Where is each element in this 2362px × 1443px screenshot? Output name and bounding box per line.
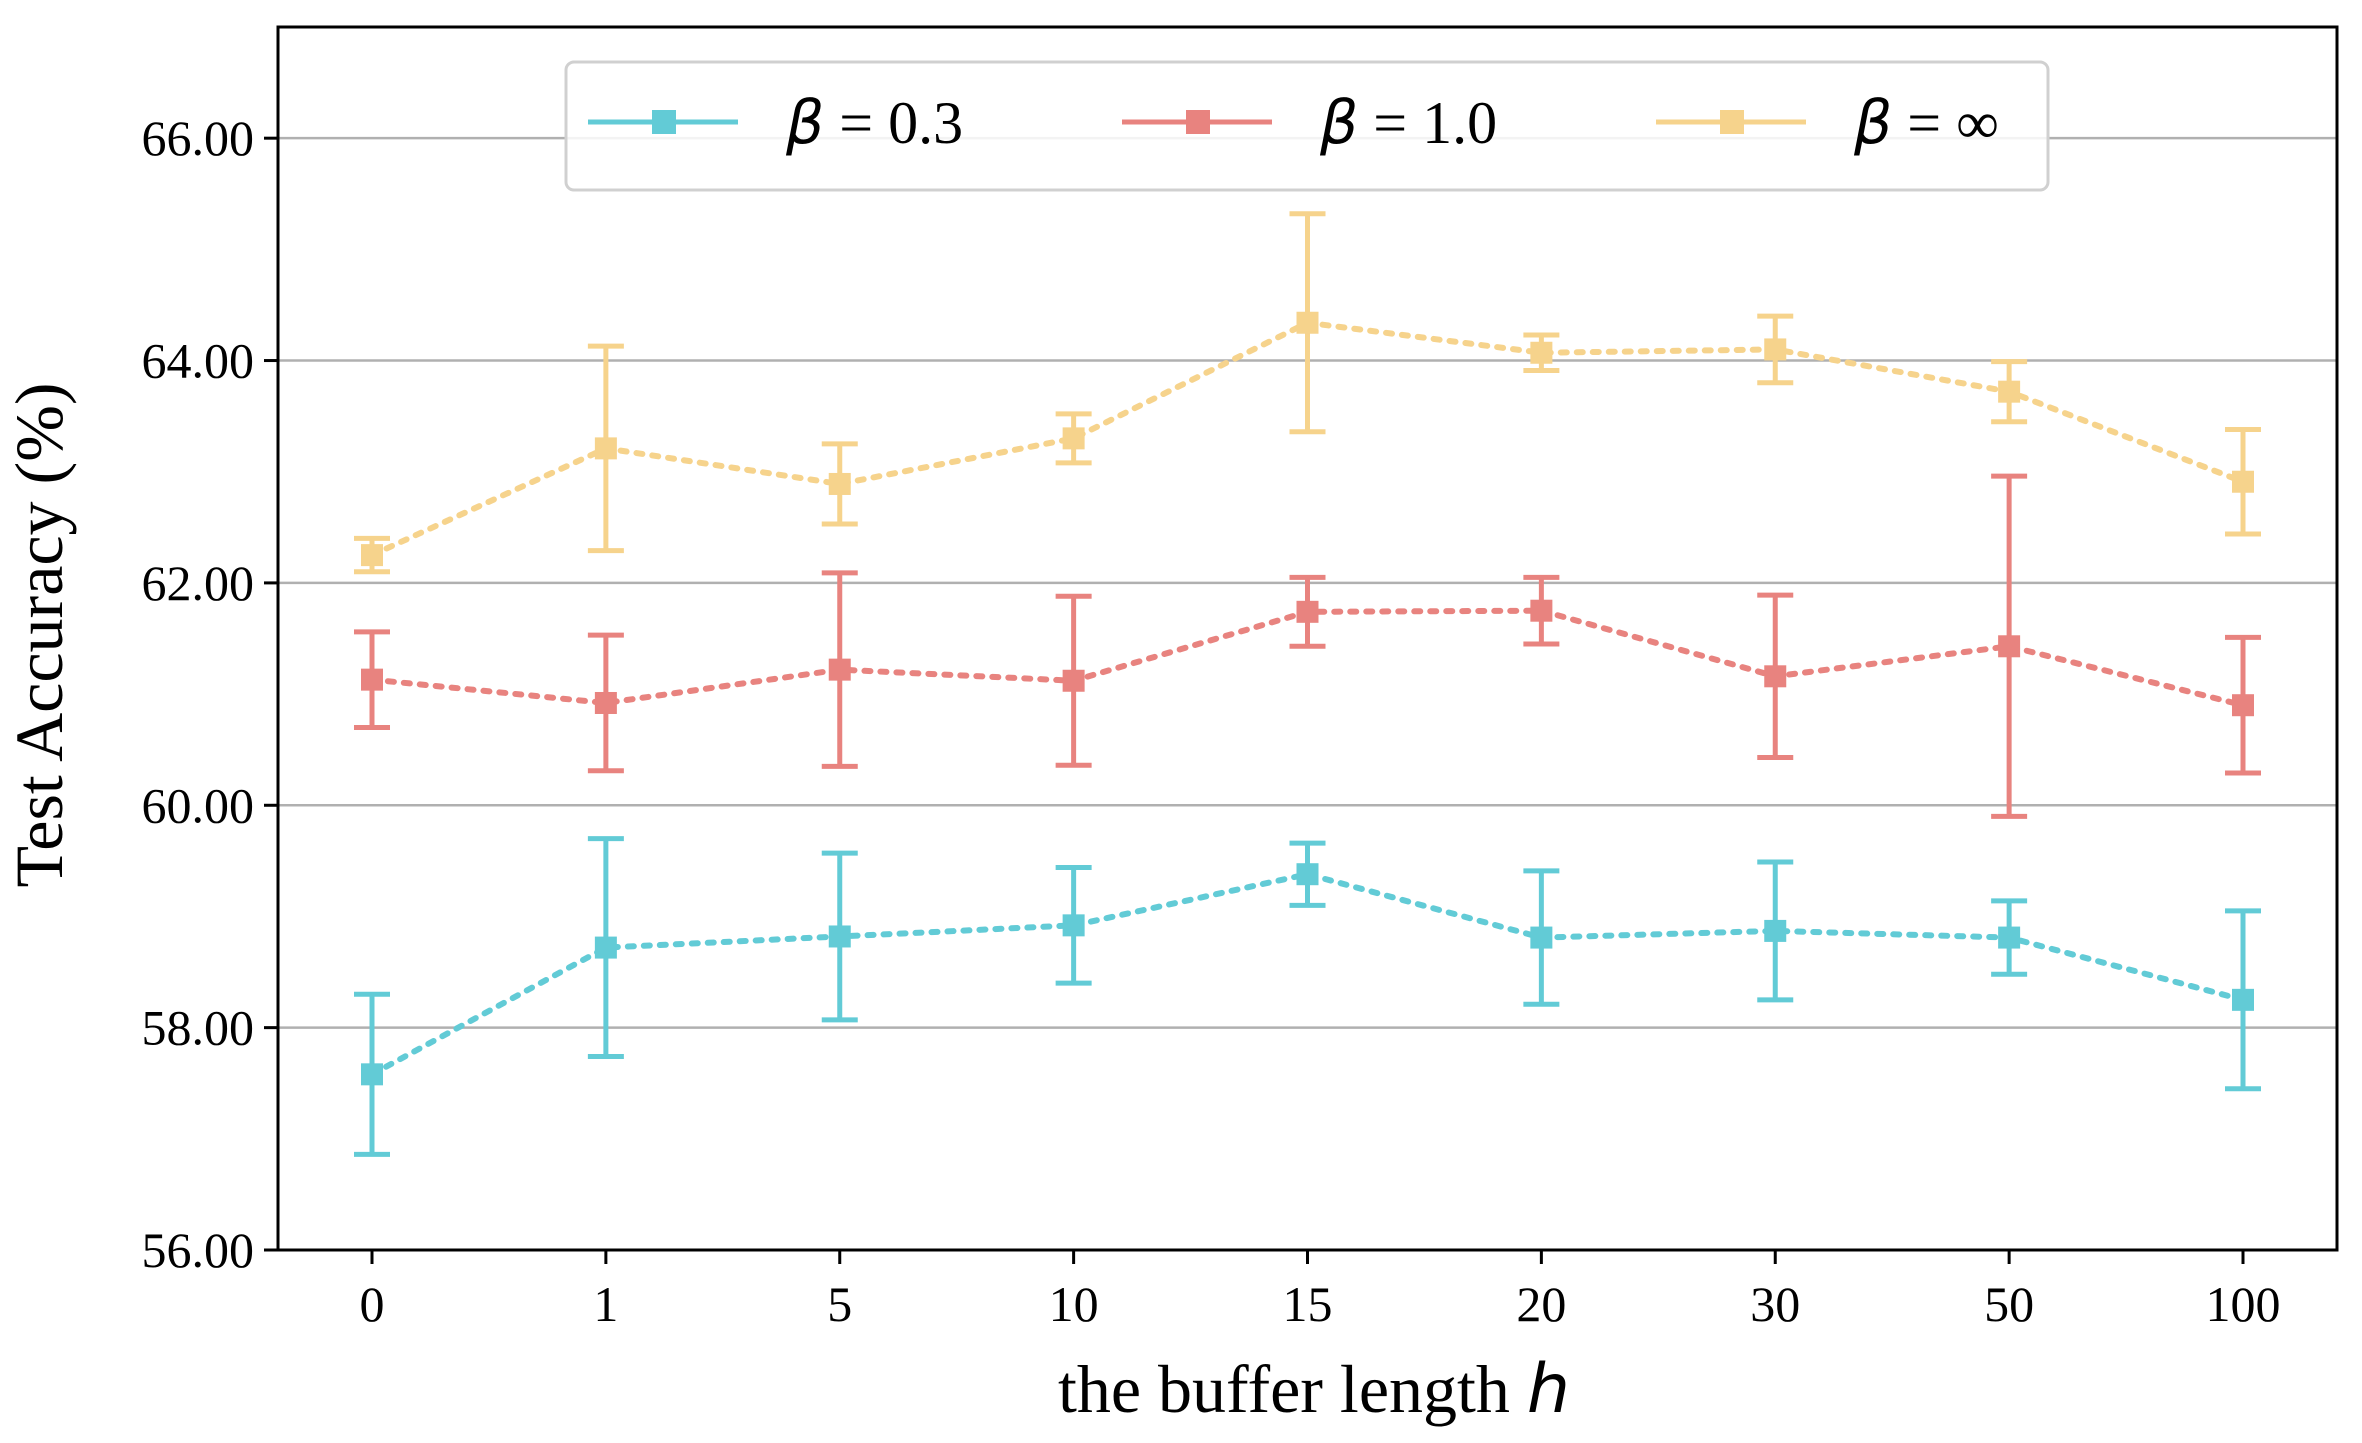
legend-label: β = ∞ <box>1853 88 1999 158</box>
legend-entry: β = 0.3 <box>588 88 963 158</box>
x-tick-label: 1 <box>593 1276 618 1332</box>
data-point <box>1296 600 1319 623</box>
series-layer <box>354 211 2261 1157</box>
x-axis-label-text: the buffer length <box>1058 1351 1527 1427</box>
data-point <box>1998 926 2021 949</box>
data-point <box>1764 338 1787 361</box>
x-tick-label: 0 <box>360 1276 385 1332</box>
y-tick-label: 56.00 <box>142 1222 255 1278</box>
data-point <box>1530 926 1553 949</box>
y-axis-label: Test Accuracy (%) <box>1 383 77 888</box>
data-point <box>2232 470 2254 493</box>
legend-symbol: β <box>785 88 824 158</box>
legend-value: = ∞ <box>1892 90 1999 156</box>
x-tick-label: 30 <box>1750 1276 1800 1332</box>
data-point <box>1062 669 1085 692</box>
data-point <box>594 691 617 714</box>
data-point <box>1998 380 2021 403</box>
data-point <box>828 925 851 948</box>
x-tick-label: 50 <box>1984 1276 2034 1332</box>
data-point <box>1296 863 1319 886</box>
data-point <box>1062 914 1085 937</box>
y-tick-label: 64.00 <box>142 333 255 389</box>
legend: β = 0.3 β = 1.0 β = ∞ <box>564 60 2050 192</box>
data-point <box>828 658 851 681</box>
x-axis: 0 1 5 10 15 20 30 50 100 <box>360 1250 2281 1332</box>
series-1 <box>354 473 2261 819</box>
data-point <box>2232 988 2254 1011</box>
legend-entry: β = 1.0 <box>1122 88 1497 158</box>
data-point <box>361 1063 383 1086</box>
legend-box <box>564 60 2050 192</box>
data-point <box>1296 311 1319 334</box>
data-point <box>1530 599 1553 622</box>
legend-symbol: β <box>1853 88 1892 158</box>
y-axis: 56.00 58.00 60.00 62.00 64.00 66.00 <box>142 110 278 1278</box>
legend-entries: β = 0.3 β = 1.0 β = ∞ <box>588 88 1999 158</box>
series-0 <box>354 836 2261 1157</box>
legend-marker <box>652 110 676 134</box>
legend-value: = 0.3 <box>824 90 963 156</box>
series-2 <box>354 211 2261 575</box>
y-tick-label: 62.00 <box>142 555 255 611</box>
x-axis-label: the buffer length h <box>1058 1350 1570 1429</box>
y-tick-label: 60.00 <box>142 777 255 833</box>
data-point <box>1764 665 1787 688</box>
x-tick-label: 20 <box>1516 1276 1566 1332</box>
data-point <box>2232 694 2254 717</box>
data-point <box>361 544 383 567</box>
data-point <box>594 437 617 460</box>
data-point <box>828 472 851 495</box>
legend-marker <box>1720 110 1744 134</box>
x-tick-label: 5 <box>827 1276 852 1332</box>
x-tick-label: 15 <box>1283 1276 1333 1332</box>
legend-marker <box>1186 110 1210 134</box>
x-axis-label-variable: h <box>1527 1350 1570 1429</box>
legend-label: β = 1.0 <box>1319 88 1497 158</box>
x-tick-label: 10 <box>1049 1276 1099 1332</box>
legend-value: = 1.0 <box>1358 90 1497 156</box>
data-point <box>361 668 383 691</box>
data-point <box>1998 635 2021 658</box>
legend-label: β = 0.3 <box>785 88 963 158</box>
data-point <box>1764 919 1787 942</box>
data-point <box>594 936 617 959</box>
legend-entry: β = ∞ <box>1656 88 1999 158</box>
x-tick-label: 100 <box>2206 1276 2281 1332</box>
y-tick-label: 66.00 <box>142 110 255 166</box>
y-tick-label: 58.00 <box>142 1000 255 1056</box>
data-point <box>1530 341 1553 364</box>
legend-symbol: β <box>1319 88 1358 158</box>
data-point <box>1062 427 1085 450</box>
